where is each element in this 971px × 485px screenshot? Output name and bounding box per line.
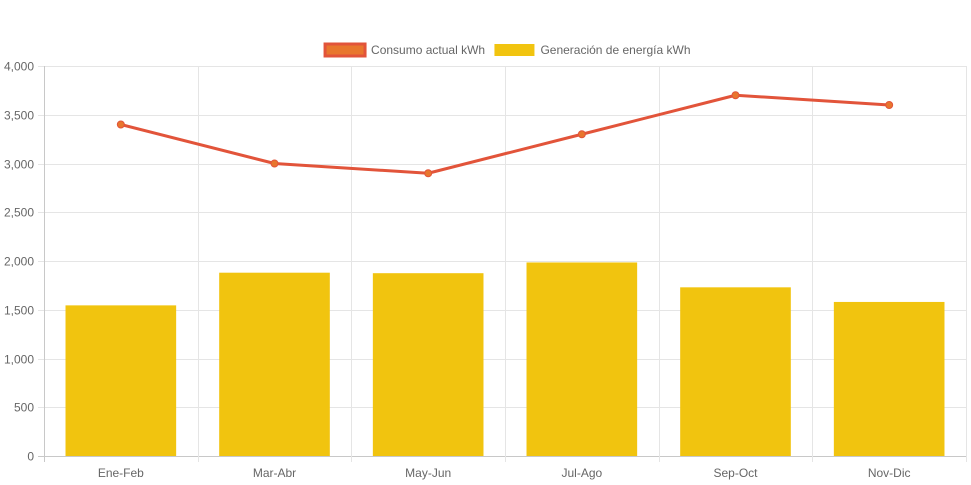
line-point[interactable] xyxy=(424,169,433,178)
line-point[interactable] xyxy=(731,91,740,100)
bar[interactable] xyxy=(219,272,330,456)
line-point[interactable] xyxy=(577,130,586,139)
axes: 0 500 1,000 1,500 2,000 2,500 3,000 3,500 4,000 E… xyxy=(4,60,911,481)
x-tick-label: May-Jun xyxy=(405,466,451,480)
y-tick-label: 1,000 xyxy=(4,353,34,367)
bar-series xyxy=(65,262,945,456)
bar[interactable] xyxy=(372,273,484,456)
y-tick-label: 1,500 xyxy=(4,304,34,318)
x-tick-label: Jul-Ago xyxy=(561,466,602,480)
legend-item-generacion[interactable]: Generación de energía kWh xyxy=(494,43,691,57)
line-path xyxy=(120,93,890,175)
x-tick-label: Nov-Dic xyxy=(868,466,911,480)
y-tick-label: 0 xyxy=(27,450,34,464)
bar[interactable] xyxy=(526,262,638,456)
y-tick-label: 500 xyxy=(14,401,34,415)
grid xyxy=(38,66,967,462)
legend-item-consumo[interactable]: Consumo actual kWh xyxy=(323,42,485,58)
y-tick-label: 3,000 xyxy=(4,158,34,172)
y-tick-label: 2,500 xyxy=(4,206,34,220)
x-tick-label: Sep-Oct xyxy=(713,466,758,480)
y-tick-label: 2,000 xyxy=(4,255,34,269)
line-point[interactable] xyxy=(270,159,279,168)
bar[interactable] xyxy=(65,305,177,456)
line-series xyxy=(116,91,894,178)
bar[interactable] xyxy=(680,287,791,456)
legend-label: Consumo actual kWh xyxy=(371,43,485,57)
y-tick-label: 4,000 xyxy=(4,60,34,74)
legend-swatch xyxy=(494,44,535,56)
y-tick-label: 3,500 xyxy=(4,109,34,123)
legend-label: Generación de energía kWh xyxy=(540,43,690,57)
x-tick-label: Mar-Abr xyxy=(253,466,296,480)
legend[interactable]: Consumo actual kWh Generación de energía … xyxy=(323,42,691,58)
legend-swatch xyxy=(323,42,367,58)
x-tick-label: Ene-Feb xyxy=(98,466,144,480)
line-point[interactable] xyxy=(116,120,125,129)
line-point[interactable] xyxy=(885,101,894,109)
bar[interactable] xyxy=(833,301,945,456)
